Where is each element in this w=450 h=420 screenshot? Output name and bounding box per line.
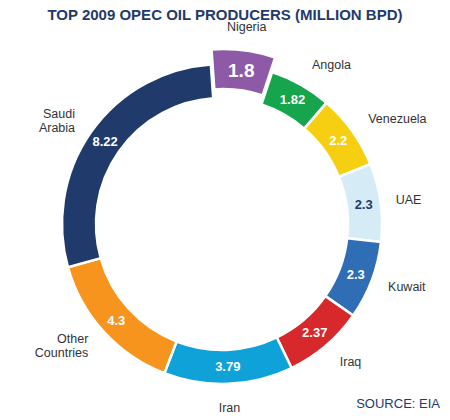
value-label: 2.3	[355, 197, 373, 212]
slice	[339, 164, 382, 242]
label-line: Angola	[312, 58, 351, 72]
category-label: SaudiArabia	[39, 107, 75, 135]
label-line: Kuwait	[388, 280, 426, 294]
label-line: Saudi	[43, 107, 75, 121]
value-label: 1.82	[280, 92, 305, 107]
label-line: Countries	[35, 346, 89, 360]
label-line: Iran	[219, 401, 241, 415]
chart-container: TOP 2009 OPEC OIL PRODUCERS (MILLION BPD…	[0, 0, 450, 420]
slice	[164, 337, 291, 384]
value-label: 3.79	[215, 359, 240, 374]
value-label: 4.3	[107, 313, 125, 328]
label-line: Other	[57, 332, 88, 346]
labels: 1.8 Nigeria 1.82 Angola 2.2 Venezuela 2.3 UAE 2.…	[35, 20, 427, 415]
label-line: Venezuela	[368, 112, 426, 126]
label-line: UAE	[396, 193, 422, 207]
category-label: Iraq	[340, 355, 362, 369]
slices	[62, 49, 382, 384]
label-line: Iraq	[340, 355, 362, 369]
source-note: SOURCE: EIA	[356, 396, 440, 411]
category-label: Iran	[219, 401, 241, 415]
category-label: UAE	[396, 193, 422, 207]
value-label: 2.2	[329, 133, 347, 148]
category-label: Kuwait	[388, 280, 426, 294]
slice	[62, 64, 213, 267]
slice	[304, 103, 370, 177]
chart-svg: TOP 2009 OPEC OIL PRODUCERS (MILLION BPD…	[0, 0, 450, 420]
category-label: Nigeria	[227, 20, 267, 34]
value-label: 2.37	[302, 325, 327, 340]
category-label: OtherCountries	[35, 332, 89, 360]
chart-title: TOP 2009 OPEC OIL PRODUCERS (MILLION BPD…	[47, 6, 402, 23]
category-label: Venezuela	[368, 112, 426, 126]
label-line: Nigeria	[227, 20, 267, 34]
value-label: 2.3	[347, 267, 365, 282]
label-line: Arabia	[39, 121, 75, 135]
value-label: 1.8	[228, 60, 254, 81]
value-label: 8.22	[92, 134, 117, 149]
category-label: Angola	[312, 58, 351, 72]
